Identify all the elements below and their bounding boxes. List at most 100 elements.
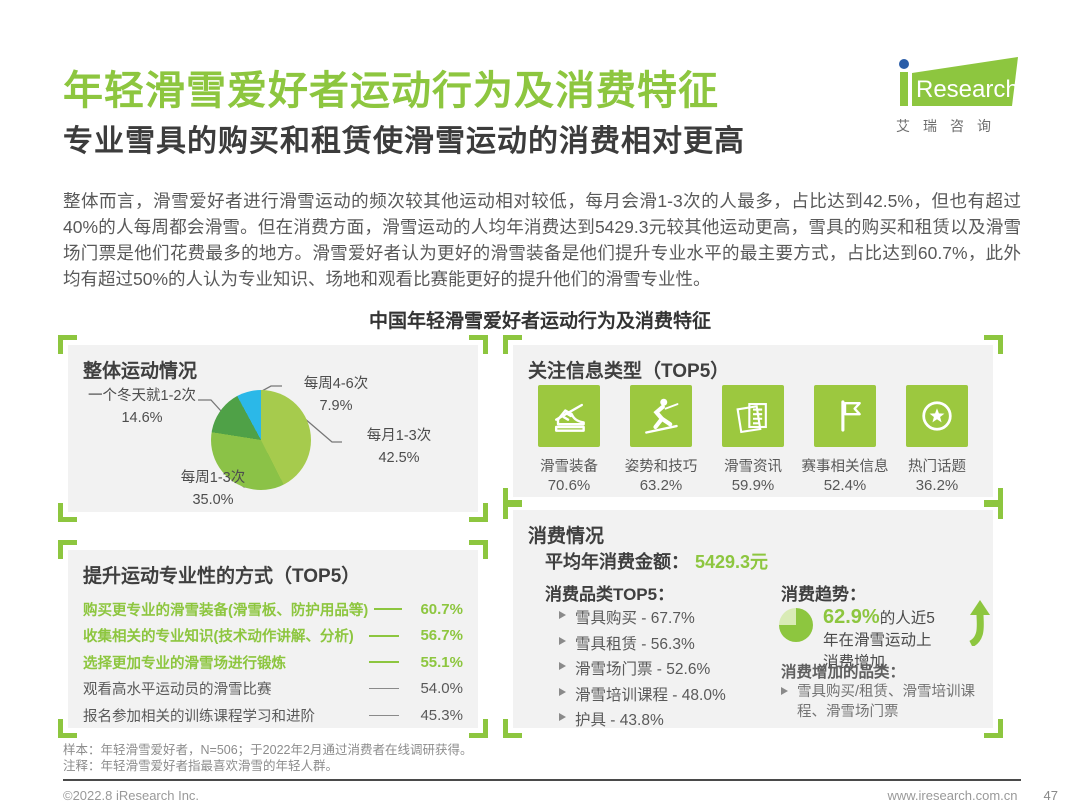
- method-value: 55.1%: [420, 653, 463, 671]
- corner-bracket: [503, 719, 522, 738]
- consumption-header: 消费情况: [528, 526, 605, 547]
- category-top5-label: 消费品类TOP5：: [545, 585, 675, 604]
- overall-activity-frame: 整体运动情况 每月1-3次 42.5% 每周1-3次 35.0%: [58, 335, 488, 522]
- pie-label-text: 每月1-3次: [366, 428, 432, 444]
- copyright-text: ©2022.8 iResearch Inc.: [63, 788, 200, 803]
- info-label: 滑雪资讯: [724, 459, 782, 475]
- avg-spend-label: 平均年消费金额：: [545, 552, 689, 572]
- info-value: 70.6%: [547, 477, 591, 494]
- increase-categories-text: 雪具购买/租赁、滑雪培训课程、滑雪场门票: [797, 684, 976, 720]
- info-value: 63.2%: [639, 477, 683, 494]
- footer-bar: ©2022.8 iResearch Inc. www.iresearch.com…: [63, 788, 1058, 803]
- info-col-topics: 热门话题 36.2%: [891, 385, 983, 494]
- method-label: 观看高水平运动员的滑雪比赛: [83, 682, 272, 699]
- corner-bracket: [469, 719, 488, 738]
- consumption-box: 消费情况 平均年消费金额： 5429.3元 消费品类TOP5： 雪具购买 - 67…: [513, 510, 993, 729]
- info-value: 36.2%: [915, 477, 959, 494]
- info-types-header: 关注信息类型（TOP5）: [528, 361, 730, 382]
- trend-value: 62.9%: [823, 606, 880, 628]
- pie-label-text: 每周1-3次: [180, 470, 246, 486]
- iresearch-logo: Research 艾瑞咨询: [890, 56, 1022, 136]
- info-label: 热门话题: [908, 459, 966, 475]
- website-link[interactable]: www.iresearch.com.cn: [887, 788, 1018, 803]
- trend-desc: 的人近5年在滑雪运动上消费增加: [823, 610, 935, 671]
- pie-label-value: 14.6%: [121, 410, 163, 426]
- method-row: 购买更专业的滑雪装备(滑雪板、防护用品等) 60.7%: [83, 596, 463, 623]
- corner-bracket: [503, 500, 522, 519]
- improve-methods-frame: 提升运动专业性的方式（TOP5） 购买更专业的滑雪装备(滑雪板、防护用品等) 6…: [58, 540, 488, 738]
- logo-cn-text: 艾瑞咨询: [896, 118, 1004, 134]
- category-item: 滑雪培训课程 - 48.0%: [559, 683, 726, 709]
- footer-divider: [63, 779, 1021, 781]
- trend-pie-icon: [779, 608, 813, 642]
- category-item-text: 雪具租赁 - 56.3%: [575, 635, 695, 653]
- frequency-pie-chart: 每月1-3次 42.5% 每周1-3次 35.0% 一个冬天就1-2次 14.6…: [68, 345, 478, 512]
- corner-bracket: [984, 719, 1003, 738]
- info-label: 滑雪装备: [540, 459, 598, 475]
- method-label: 收集相关的专业知识(技术动作讲解、分析): [83, 629, 354, 646]
- arrow-bullet-icon: [559, 662, 566, 670]
- trend-row: 62.9%的人近5年在滑雪运动上消费增加: [779, 606, 945, 674]
- pie-label-value: 7.9%: [319, 398, 353, 414]
- info-types-frame: 关注信息类型（TOP5） 滑雪装备: [503, 335, 1003, 507]
- method-row: 报名参加相关的训练课程学习和进阶 45.3%: [83, 702, 463, 729]
- improve-methods-box: 提升运动专业性的方式（TOP5） 购买更专业的滑雪装备(滑雪板、防护用品等) 6…: [68, 550, 478, 728]
- iresearch-logo-icon: Research: [899, 57, 1019, 106]
- ski-boot-icon: [538, 385, 600, 447]
- info-types-row: 滑雪装备 70.6%: [523, 385, 983, 494]
- method-label: 报名参加相关的训练课程学习和进阶: [83, 708, 315, 725]
- footnote-sample: 样本：年轻滑雪爱好者，N=506；于2022年2月通过消费者在线调研获得。: [63, 743, 473, 757]
- category-item: 护具 - 43.8%: [559, 708, 726, 734]
- logo-brand-text: Research: [916, 76, 1019, 103]
- increase-categories-item: 雪具购买/租赁、滑雪培训课程、滑雪场门票: [781, 682, 987, 722]
- info-col-news: 滑雪资讯 59.9%: [707, 385, 799, 494]
- page-subtitle: 专业雪具的购买和租赁使滑雪运动的消费相对更高: [63, 125, 745, 158]
- method-value: 54.0%: [420, 680, 463, 698]
- category-top5-list: 雪具购买 - 67.7% 雪具租赁 - 56.3% 滑雪场门票 - 52.6% …: [559, 606, 726, 734]
- info-value: 52.4%: [823, 477, 867, 494]
- category-item-text: 滑雪场门票 - 52.6%: [575, 661, 711, 678]
- corner-bracket: [984, 500, 1003, 519]
- method-value: 60.7%: [420, 600, 463, 618]
- page-title: 年轻滑雪爱好者运动行为及消费特征: [63, 69, 719, 113]
- category-item-text: 护具 - 43.8%: [575, 712, 664, 729]
- dash-line: [369, 688, 399, 690]
- arrow-bullet-icon: [559, 713, 566, 721]
- footer-spacer: [199, 788, 887, 803]
- info-label: 赛事相关信息: [801, 459, 889, 475]
- dash-line: [369, 714, 399, 716]
- flag-icon: [814, 385, 876, 447]
- pie-label-text: 每周4-6次: [303, 376, 369, 392]
- arrow-bullet-icon: [559, 687, 566, 696]
- pie-label-weekly13: 每周1-3次 35.0%: [150, 467, 276, 511]
- overall-activity-box: 整体运动情况 每月1-3次 42.5% 每周1-3次 35.0%: [68, 345, 478, 512]
- logo-i-dot: [899, 59, 909, 69]
- info-value: 59.9%: [731, 477, 775, 494]
- dash-line: [369, 661, 399, 664]
- arrow-bullet-icon: [559, 611, 566, 619]
- skier-icon: [630, 385, 692, 447]
- pie-label-once-winter: 一个冬天就1-2次 14.6%: [72, 385, 212, 429]
- improve-methods-list: 购买更专业的滑雪装备(滑雪板、防护用品等) 60.7% 收集相关的专业知识(技术…: [83, 596, 463, 729]
- method-label: 选择更加专业的滑雪场进行锻炼: [83, 655, 286, 672]
- method-value: 45.3%: [420, 706, 463, 724]
- star-icon: [906, 385, 968, 447]
- improve-methods-header: 提升运动专业性的方式（TOP5）: [83, 566, 361, 587]
- info-label: 姿势和技巧: [624, 459, 698, 475]
- news-icon: [722, 385, 784, 447]
- pie-label-weekly46: 每周4-6次 7.9%: [276, 373, 396, 417]
- method-row: 选择更加专业的滑雪场进行锻炼 55.1%: [83, 649, 463, 676]
- method-row: 收集相关的专业知识(技术动作讲解、分析) 56.7%: [83, 623, 463, 650]
- corner-bracket: [58, 719, 77, 738]
- trend-label: 消费趋势：: [781, 585, 866, 604]
- arrow-bullet-icon: [559, 636, 566, 645]
- corner-bracket: [469, 540, 488, 559]
- info-col-technique: 姿势和技巧 63.2%: [615, 385, 707, 494]
- corner-bracket: [58, 540, 77, 559]
- corner-bracket: [469, 503, 488, 522]
- pie-label-value: 35.0%: [192, 492, 234, 508]
- corner-bracket: [58, 503, 77, 522]
- category-item: 滑雪场门票 - 52.6%: [559, 657, 726, 683]
- info-col-gear: 滑雪装备 70.6%: [523, 385, 615, 494]
